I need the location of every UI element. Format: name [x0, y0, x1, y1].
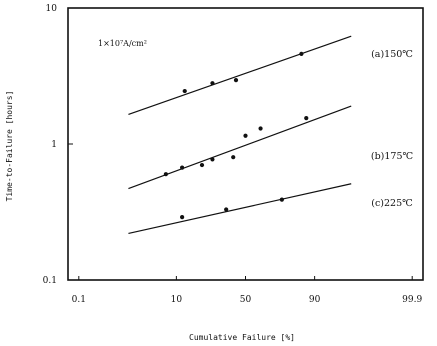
- data-point-series-1: [199, 162, 205, 168]
- data-point-series-0: [210, 81, 215, 86]
- x-tick-label: 99.9: [402, 295, 422, 305]
- data-point-series-1: [243, 133, 248, 138]
- data-point-series-1: [304, 116, 309, 121]
- series-label-a: (a)150℃: [371, 49, 413, 60]
- data-point-series-2: [224, 207, 229, 212]
- x-tick-label: 10: [171, 295, 183, 305]
- x-tick-label: 90: [309, 295, 321, 305]
- fit-line-series-2: [128, 183, 352, 235]
- data-point-series-1: [163, 172, 168, 177]
- x-tick-label: 50: [240, 295, 252, 305]
- data-point-series-2: [279, 197, 284, 202]
- fit-line-series-0: [128, 35, 352, 115]
- x-tick-label: 0.1: [72, 295, 86, 305]
- data-point-series-1: [231, 155, 236, 160]
- x-axis-title: Cumulative Failure [%]: [189, 333, 295, 342]
- data-point-series-0: [299, 51, 304, 56]
- series-label-c: (c)225℃: [371, 198, 413, 209]
- annotation-current-density: 1×10⁷A/cm²: [98, 39, 147, 48]
- data-point-series-2: [180, 215, 185, 220]
- data-point-series-1: [210, 157, 215, 162]
- data-point-series-0: [233, 78, 239, 83]
- y-tick-label: 1: [51, 140, 57, 150]
- data-point-series-1: [180, 165, 185, 170]
- y-axis-title: Time-to-Failure [hours]: [5, 91, 14, 202]
- y-tick-label: 10: [46, 4, 58, 14]
- series-label-b: (b)175℃: [371, 151, 414, 162]
- plot-frame: [67, 7, 424, 281]
- data-point-series-1: [258, 126, 263, 131]
- y-tick-label: 0.1: [43, 276, 57, 286]
- fit-line-series-1: [128, 105, 352, 190]
- data-point-series-0: [182, 88, 187, 94]
